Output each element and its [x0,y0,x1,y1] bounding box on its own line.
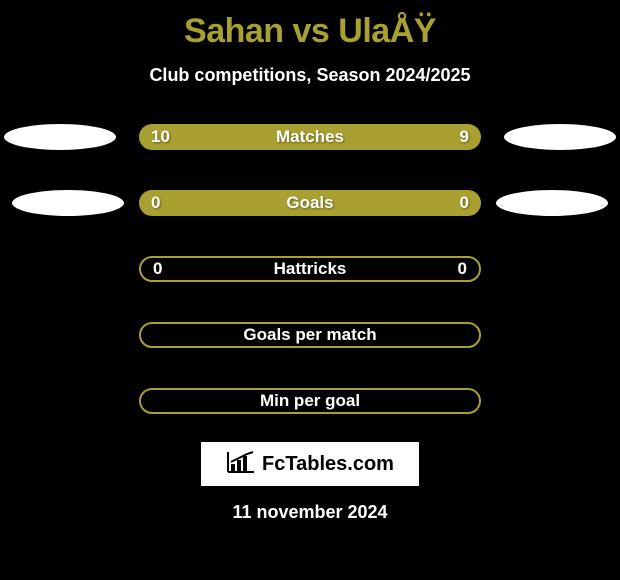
player-left-ellipse [12,190,124,216]
stat-right-value: 0 [460,193,469,213]
logo-text: FcTables.com [262,453,394,476]
stat-bar: 10 Matches 9 [139,124,481,150]
player-right-ellipse [504,124,616,150]
stat-label: Hattricks [274,259,347,279]
stat-right-value: 9 [460,127,469,147]
stat-bar: 0 Hattricks 0 [139,256,481,282]
stat-label: Goals [286,193,333,213]
stat-row-gpm: Goals per match [0,322,620,368]
stat-row-goals: 0 Goals 0 [0,190,620,236]
stat-label: Goals per match [243,325,376,345]
stat-label: Min per goal [260,391,360,411]
logo-box: FcTables.com [201,442,419,486]
stat-right-value: 0 [458,259,467,279]
stat-row-mpg: Min per goal [0,388,620,434]
stat-left-value: 0 [153,259,162,279]
stat-row-hattricks: 0 Hattricks 0 [0,256,620,302]
stat-bar: Min per goal [139,388,481,414]
page-title: Sahan vs UlaÅŸ [0,0,620,51]
stat-bar: Goals per match [139,322,481,348]
stat-bar: 0 Goals 0 [139,190,481,216]
stat-left-value: 10 [151,127,170,147]
date-label: 11 november 2024 [0,502,620,523]
player-left-ellipse [4,124,116,150]
stat-left-value: 0 [151,193,160,213]
stat-row-matches: 10 Matches 9 [0,124,620,170]
stats-bars: 10 Matches 9 0 Goals 0 0 Hattricks 0 Goa… [0,124,620,434]
stat-label: Matches [276,127,344,147]
logo-chart-icon [226,450,256,479]
player-right-ellipse [496,190,608,216]
page-subtitle: Club competitions, Season 2024/2025 [0,65,620,86]
